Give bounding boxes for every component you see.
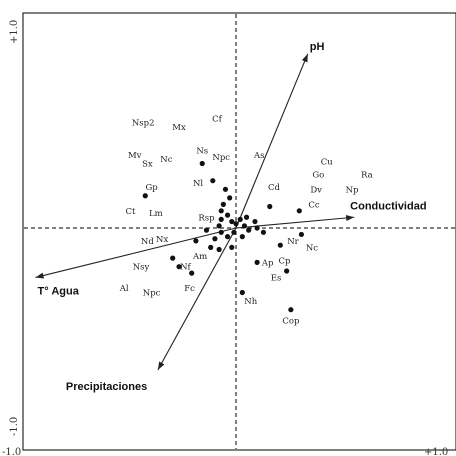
vector-label: Precipitaciones xyxy=(66,381,147,393)
species-label-13: Cd xyxy=(268,183,281,193)
species-label-31: Al xyxy=(119,284,129,294)
site-point-38 xyxy=(239,289,245,296)
site-point-6 xyxy=(218,208,224,214)
species-label-25: Am xyxy=(192,252,207,262)
vector-line-0 xyxy=(235,53,309,229)
environmental-vectors: pH Conductividad T° Agua Precipitaciones xyxy=(35,41,427,393)
species-label-10: Go xyxy=(312,170,324,180)
vector-label: Conductividad xyxy=(350,200,426,212)
site-point-31 xyxy=(260,229,267,235)
species-label-27: Cp xyxy=(279,256,292,266)
species-label-1: Mx xyxy=(172,123,186,133)
species-label-19: Lm xyxy=(149,209,163,219)
vector-arrowhead-3 xyxy=(157,361,165,370)
species-label-3: Ns xyxy=(196,147,208,157)
site-point-26 xyxy=(170,255,176,261)
species-label-9: Cu xyxy=(321,157,334,167)
y-axis-top-label: +1.0 xyxy=(9,20,20,44)
species-label-4: Npc xyxy=(212,153,230,163)
x-axis-left-label: -1.0 xyxy=(2,447,21,456)
species-label-21: Nd xyxy=(141,237,154,247)
y-axis-bottom-label: -1.0 xyxy=(9,417,20,436)
vector-label: T° Agua xyxy=(38,285,80,297)
species-label-28: Nsy xyxy=(133,263,150,273)
species-labels: Nsp2 Mx Cf Ns Npc As Mv Nc Sx Cu Go Ra Nl Cd Dv Np Gp Cc C… xyxy=(119,114,373,326)
species-label-32: Npc xyxy=(143,289,161,299)
species-label-0: Nsp2 xyxy=(132,119,155,129)
site-point-36 xyxy=(284,268,290,274)
species-label-24: Nc xyxy=(306,243,318,253)
species-label-15: Np xyxy=(346,185,359,195)
site-point-10 xyxy=(229,218,235,225)
species-label-33: Fc xyxy=(184,284,195,294)
species-label-6: Mv xyxy=(128,151,142,161)
site-point-23 xyxy=(203,227,210,233)
site-point-37 xyxy=(254,259,260,265)
site-point-11 xyxy=(233,221,239,227)
site-point-4 xyxy=(227,195,233,201)
site-point-24 xyxy=(208,244,214,250)
site-point-34 xyxy=(296,208,302,214)
vector-line-3 xyxy=(157,227,237,371)
site-point-2 xyxy=(210,178,216,184)
vector-arrowhead-0 xyxy=(301,53,308,63)
species-label-11: Ra xyxy=(361,170,373,180)
species-label-14: Dv xyxy=(310,185,322,195)
species-label-23: Nr xyxy=(287,237,299,247)
vector-label: pH xyxy=(310,41,325,53)
site-point-18 xyxy=(239,234,245,240)
site-point-17 xyxy=(254,225,260,231)
x-axis-right-label: +1.0 xyxy=(424,447,448,456)
site-point-7 xyxy=(218,216,224,222)
species-label-5: As xyxy=(253,151,265,161)
site-point-33 xyxy=(298,231,305,238)
species-label-22: Nx xyxy=(156,235,168,245)
site-point-16 xyxy=(252,218,258,225)
vector-arrowhead-1 xyxy=(345,214,355,221)
species-label-26: Ap xyxy=(261,258,274,268)
site-point-20 xyxy=(224,234,231,240)
species-label-35: Cop xyxy=(282,316,300,326)
site-point-21 xyxy=(218,229,224,235)
site-points xyxy=(142,160,305,313)
site-point-22 xyxy=(212,236,218,242)
species-label-18: Ct xyxy=(126,207,137,217)
site-point-13 xyxy=(243,214,250,220)
site-point-32 xyxy=(267,203,273,210)
plot-frame xyxy=(22,12,456,451)
site-point-12 xyxy=(237,216,243,222)
species-label-30: Es xyxy=(271,273,282,283)
species-label-17: Cc xyxy=(308,200,320,210)
species-label-12: Nl xyxy=(193,179,203,189)
vector-line-2 xyxy=(35,227,237,278)
site-point-39 xyxy=(288,307,294,313)
species-label-8: Sx xyxy=(142,160,153,170)
site-point-25 xyxy=(193,238,199,244)
species-label-2: Cf xyxy=(212,114,223,124)
site-point-1 xyxy=(199,160,205,167)
site-point-35 xyxy=(277,242,283,248)
site-point-0 xyxy=(142,193,148,199)
site-point-8 xyxy=(216,223,222,229)
site-point-3 xyxy=(222,186,229,192)
species-label-29: Nf xyxy=(180,263,191,273)
site-point-5 xyxy=(220,201,226,207)
site-point-19 xyxy=(231,229,237,235)
species-label-7: Nc xyxy=(160,155,172,165)
site-point-14 xyxy=(241,223,248,229)
species-label-34: Nh xyxy=(244,297,257,307)
site-point-15 xyxy=(246,227,252,233)
vector-arrowhead-2 xyxy=(35,272,45,279)
site-point-9 xyxy=(224,212,231,218)
site-point-28 xyxy=(189,270,195,276)
site-point-29 xyxy=(216,246,222,253)
species-label-20: Rsp xyxy=(198,213,215,223)
site-point-27 xyxy=(176,264,182,270)
site-point-30 xyxy=(229,244,235,250)
species-label-16: Gp xyxy=(145,183,158,193)
